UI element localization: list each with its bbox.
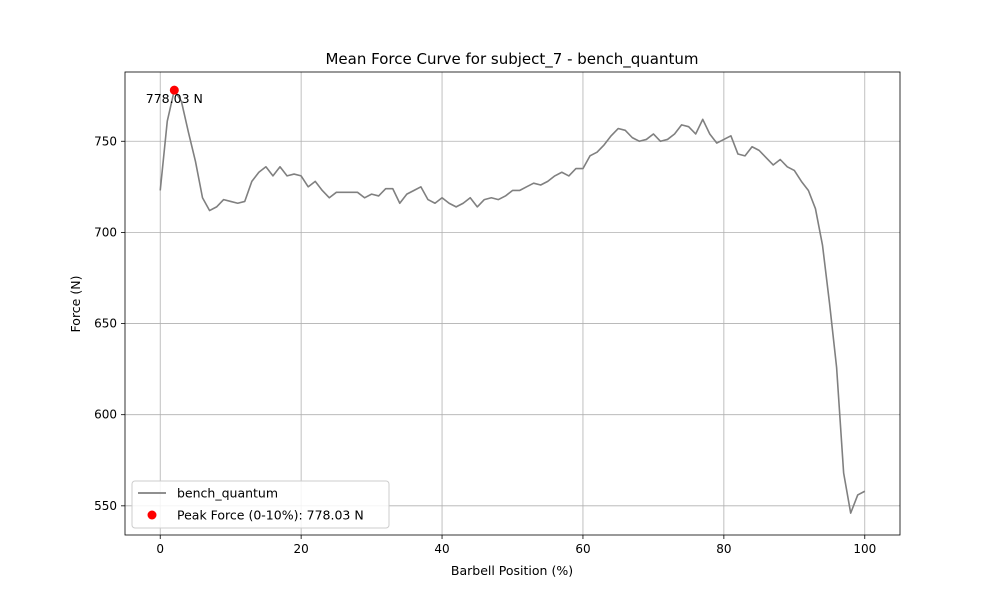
y-axis-title: Force (N) bbox=[68, 276, 83, 333]
peak-annotation: 778.03 N bbox=[146, 91, 203, 106]
x-tick-label: 0 bbox=[156, 542, 164, 556]
x-tick-label: 60 bbox=[575, 542, 590, 556]
legend-box bbox=[131, 480, 390, 529]
series-line-bench_quantum bbox=[159, 89, 866, 514]
axes-frame bbox=[124, 71, 901, 536]
legend: bench_quantum Peak Force (0-10%): 778.03… bbox=[131, 480, 390, 529]
plot-frame bbox=[124, 71, 901, 536]
x-tick-label: 100 bbox=[853, 542, 876, 556]
series-layer: 778.03 N bbox=[146, 85, 866, 514]
x-axis-title: Barbell Position (%) bbox=[451, 563, 573, 578]
peak-force-point bbox=[169, 85, 179, 95]
y-tick-label: 550 bbox=[94, 499, 117, 513]
x-tick-label: 40 bbox=[434, 542, 449, 556]
legend-dot-swatch bbox=[147, 510, 157, 520]
grid bbox=[125, 72, 900, 535]
y-tick-label: 750 bbox=[94, 134, 117, 148]
y-tick-label: 650 bbox=[94, 317, 117, 331]
x-tick-label: 80 bbox=[716, 542, 731, 556]
legend-label-peak: Peak Force (0-10%): 778.03 N bbox=[177, 508, 364, 523]
y-tick-label: 700 bbox=[94, 225, 117, 239]
x-tick-label: 20 bbox=[293, 542, 308, 556]
y-tick-label: 600 bbox=[94, 408, 117, 422]
tick-layer: 0 20 40 60 80 100 550 600 650 700 750 bbox=[94, 134, 876, 556]
chart-title: Mean Force Curve for subject_7 - bench_q… bbox=[325, 50, 698, 69]
legend-label-series: bench_quantum bbox=[177, 486, 278, 501]
